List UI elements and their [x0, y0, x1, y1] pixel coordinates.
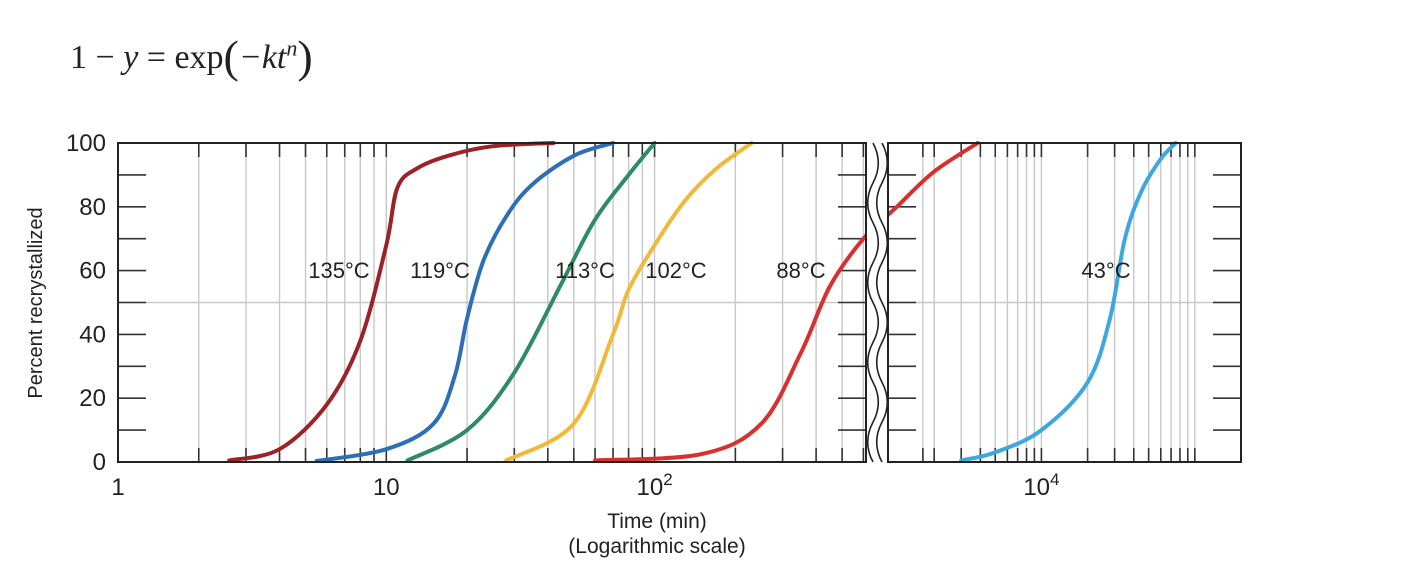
curve-4: [593, 141, 980, 463]
curve-0: [227, 141, 556, 463]
series-labels: 135°C 119°C 113°C 102°C 88°C 43°C: [308, 258, 1130, 283]
axis-break-line-right: [875, 142, 889, 463]
x-tick-label: 104: [1023, 470, 1059, 501]
y-tick-labels: 0 20 40 60 80 100: [66, 130, 106, 476]
grid: [118, 143, 1241, 462]
axis-ticks: [118, 143, 1241, 462]
series-label-0: 135°C: [308, 258, 370, 283]
x-tick-label: 1: [111, 474, 124, 501]
y-tick-label: 0: [93, 449, 106, 476]
x-axis-label: Time (min): [607, 510, 707, 533]
plot-frame-left: [117, 142, 867, 463]
x-tick-labels: 1 10 102 104: [111, 470, 1059, 501]
y-tick-label: 80: [79, 194, 106, 221]
curves: [227, 141, 1178, 463]
y-axis-label: Percent recrystallized: [25, 207, 47, 398]
y-tick-label: 100: [66, 130, 106, 157]
curve-1: [314, 141, 615, 463]
axis-break-line-left: [866, 142, 880, 463]
equation: 1 − y = exp(−ktn): [70, 31, 313, 82]
curve-2: [405, 141, 657, 463]
x-tick-label: 102: [636, 470, 672, 501]
series-label-2: 113°C: [555, 258, 615, 283]
curve-5: [959, 141, 1178, 463]
plot-frames: [117, 142, 1242, 463]
series-label-1: 119°C: [410, 258, 470, 283]
y-tick-label: 20: [79, 385, 106, 412]
y-tick-label: 40: [79, 321, 106, 348]
series-label-4: 88°C: [776, 258, 825, 283]
x-axis-note: (Logarithmic scale): [568, 535, 745, 558]
x-tick-label: 10: [373, 474, 400, 501]
plot-frame-right: [887, 142, 1242, 463]
curve-3: [504, 141, 754, 463]
series-label-3: 102°C: [645, 258, 707, 283]
series-label-5: 43°C: [1081, 258, 1130, 283]
axis-break-mark: [866, 141, 889, 464]
y-tick-label: 60: [79, 258, 106, 285]
